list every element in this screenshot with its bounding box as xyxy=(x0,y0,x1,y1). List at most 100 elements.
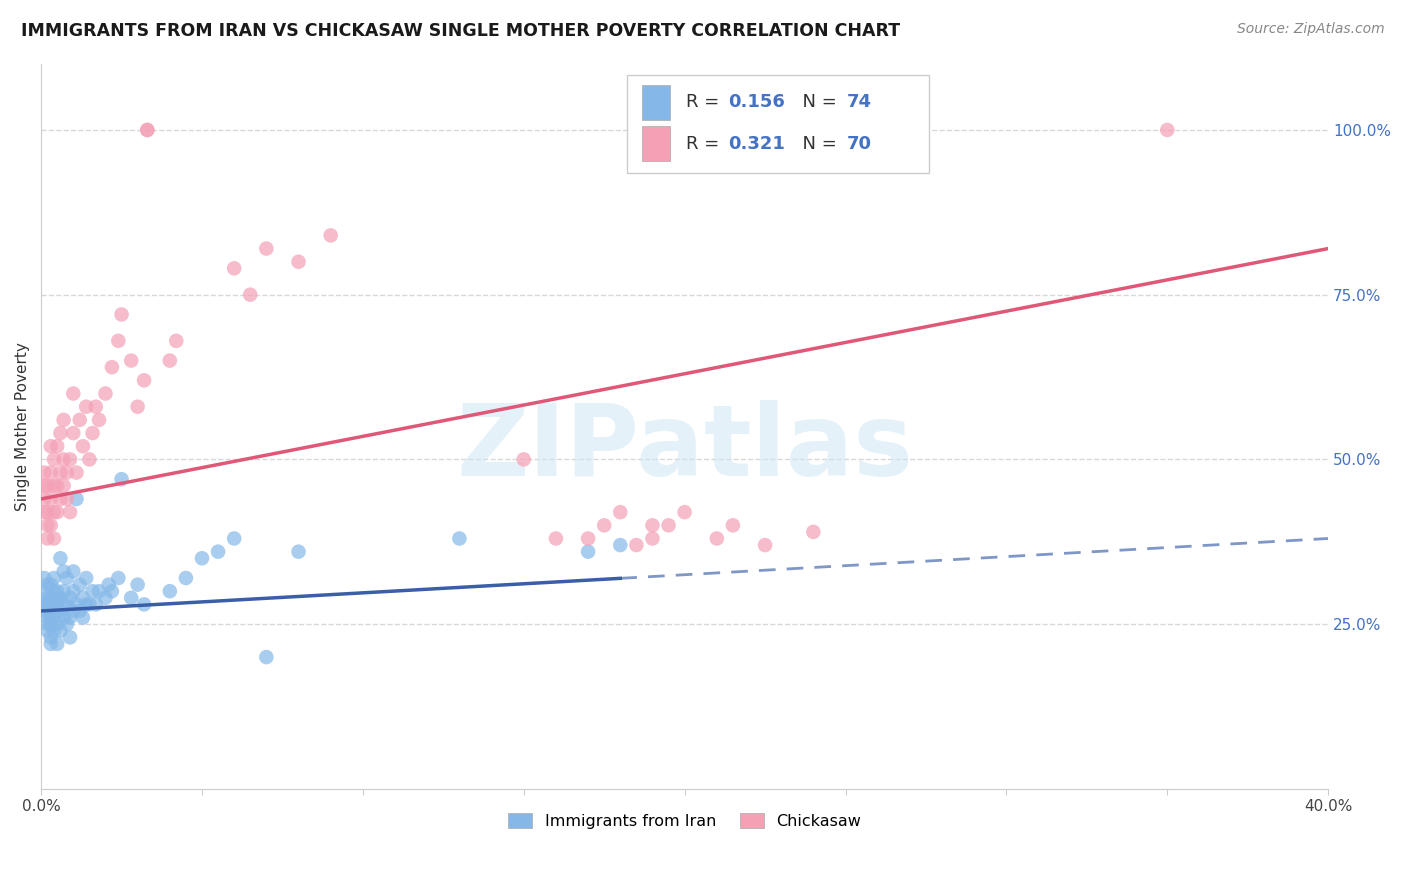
Text: Source: ZipAtlas.com: Source: ZipAtlas.com xyxy=(1237,22,1385,37)
Text: 70: 70 xyxy=(846,135,872,153)
Point xyxy=(191,551,214,566)
Point xyxy=(82,584,104,599)
Point xyxy=(39,591,62,605)
Point xyxy=(82,425,104,440)
Point xyxy=(39,617,62,632)
Point xyxy=(159,353,181,368)
Y-axis label: Single Mother Poverty: Single Mother Poverty xyxy=(15,342,30,511)
Point xyxy=(52,598,75,612)
Point xyxy=(49,591,72,605)
Point xyxy=(46,479,69,493)
Point xyxy=(39,491,62,506)
Point xyxy=(34,505,56,519)
Point xyxy=(513,452,536,467)
Text: 0.156: 0.156 xyxy=(728,94,786,112)
Point xyxy=(46,637,69,651)
Point xyxy=(37,591,59,605)
Point xyxy=(52,565,75,579)
Point xyxy=(101,360,124,375)
Point xyxy=(449,532,471,546)
Point xyxy=(69,577,91,591)
Point xyxy=(39,610,62,624)
Point xyxy=(42,624,65,638)
Point xyxy=(42,452,65,467)
Point xyxy=(49,624,72,638)
Point xyxy=(1156,123,1178,137)
Point xyxy=(62,584,84,599)
Point xyxy=(174,571,197,585)
Text: N =: N = xyxy=(792,94,844,112)
Point xyxy=(37,577,59,591)
Point xyxy=(673,505,696,519)
Point xyxy=(49,425,72,440)
Point xyxy=(576,544,599,558)
Point xyxy=(62,386,84,401)
Point xyxy=(52,452,75,467)
Point xyxy=(224,532,246,546)
Point xyxy=(34,466,56,480)
Legend: Immigrants from Iran, Chickasaw: Immigrants from Iran, Chickasaw xyxy=(502,807,868,835)
Point xyxy=(75,571,97,585)
Point xyxy=(34,584,56,599)
Point xyxy=(239,287,262,301)
Point xyxy=(37,505,59,519)
Text: IMMIGRANTS FROM IRAN VS CHICKASAW SINGLE MOTHER POVERTY CORRELATION CHART: IMMIGRANTS FROM IRAN VS CHICKASAW SINGLE… xyxy=(21,22,900,40)
Point xyxy=(101,584,124,599)
Point xyxy=(42,584,65,599)
Point xyxy=(59,452,82,467)
Point xyxy=(159,584,181,599)
Point xyxy=(319,228,342,243)
FancyBboxPatch shape xyxy=(643,127,671,161)
Point xyxy=(706,532,728,546)
Point xyxy=(46,604,69,618)
Point xyxy=(65,491,87,506)
Point xyxy=(94,386,117,401)
Point xyxy=(94,591,117,605)
Point xyxy=(49,551,72,566)
Point xyxy=(79,598,101,612)
Point xyxy=(34,604,56,618)
Text: 74: 74 xyxy=(846,94,872,112)
Point xyxy=(641,532,664,546)
Point xyxy=(132,373,155,387)
Point xyxy=(46,617,69,632)
Point xyxy=(754,538,776,552)
Point xyxy=(79,452,101,467)
FancyBboxPatch shape xyxy=(643,85,671,120)
Point xyxy=(75,400,97,414)
Point xyxy=(72,439,94,453)
Point xyxy=(287,544,309,558)
Point xyxy=(207,544,229,558)
Point xyxy=(52,479,75,493)
Point xyxy=(72,610,94,624)
Point xyxy=(37,598,59,612)
Point xyxy=(132,598,155,612)
Point xyxy=(59,505,82,519)
Point xyxy=(37,532,59,546)
Point xyxy=(84,400,107,414)
Point xyxy=(46,439,69,453)
Text: 0.321: 0.321 xyxy=(728,135,786,153)
Point xyxy=(59,630,82,644)
Point xyxy=(544,532,567,546)
Text: ZIPatlas: ZIPatlas xyxy=(456,400,912,497)
Point xyxy=(136,123,159,137)
Point xyxy=(62,565,84,579)
Point xyxy=(75,598,97,612)
Point xyxy=(287,254,309,268)
Point xyxy=(39,637,62,651)
Point xyxy=(52,610,75,624)
Text: N =: N = xyxy=(792,135,844,153)
Point xyxy=(56,466,79,480)
Point xyxy=(56,491,79,506)
Point xyxy=(254,650,277,665)
Point xyxy=(42,479,65,493)
Point xyxy=(136,123,159,137)
Point xyxy=(59,610,82,624)
Text: R =: R = xyxy=(686,94,725,112)
Point xyxy=(626,538,648,552)
Text: R =: R = xyxy=(686,135,725,153)
Point xyxy=(69,604,91,618)
Point xyxy=(97,577,120,591)
Point xyxy=(107,334,129,348)
